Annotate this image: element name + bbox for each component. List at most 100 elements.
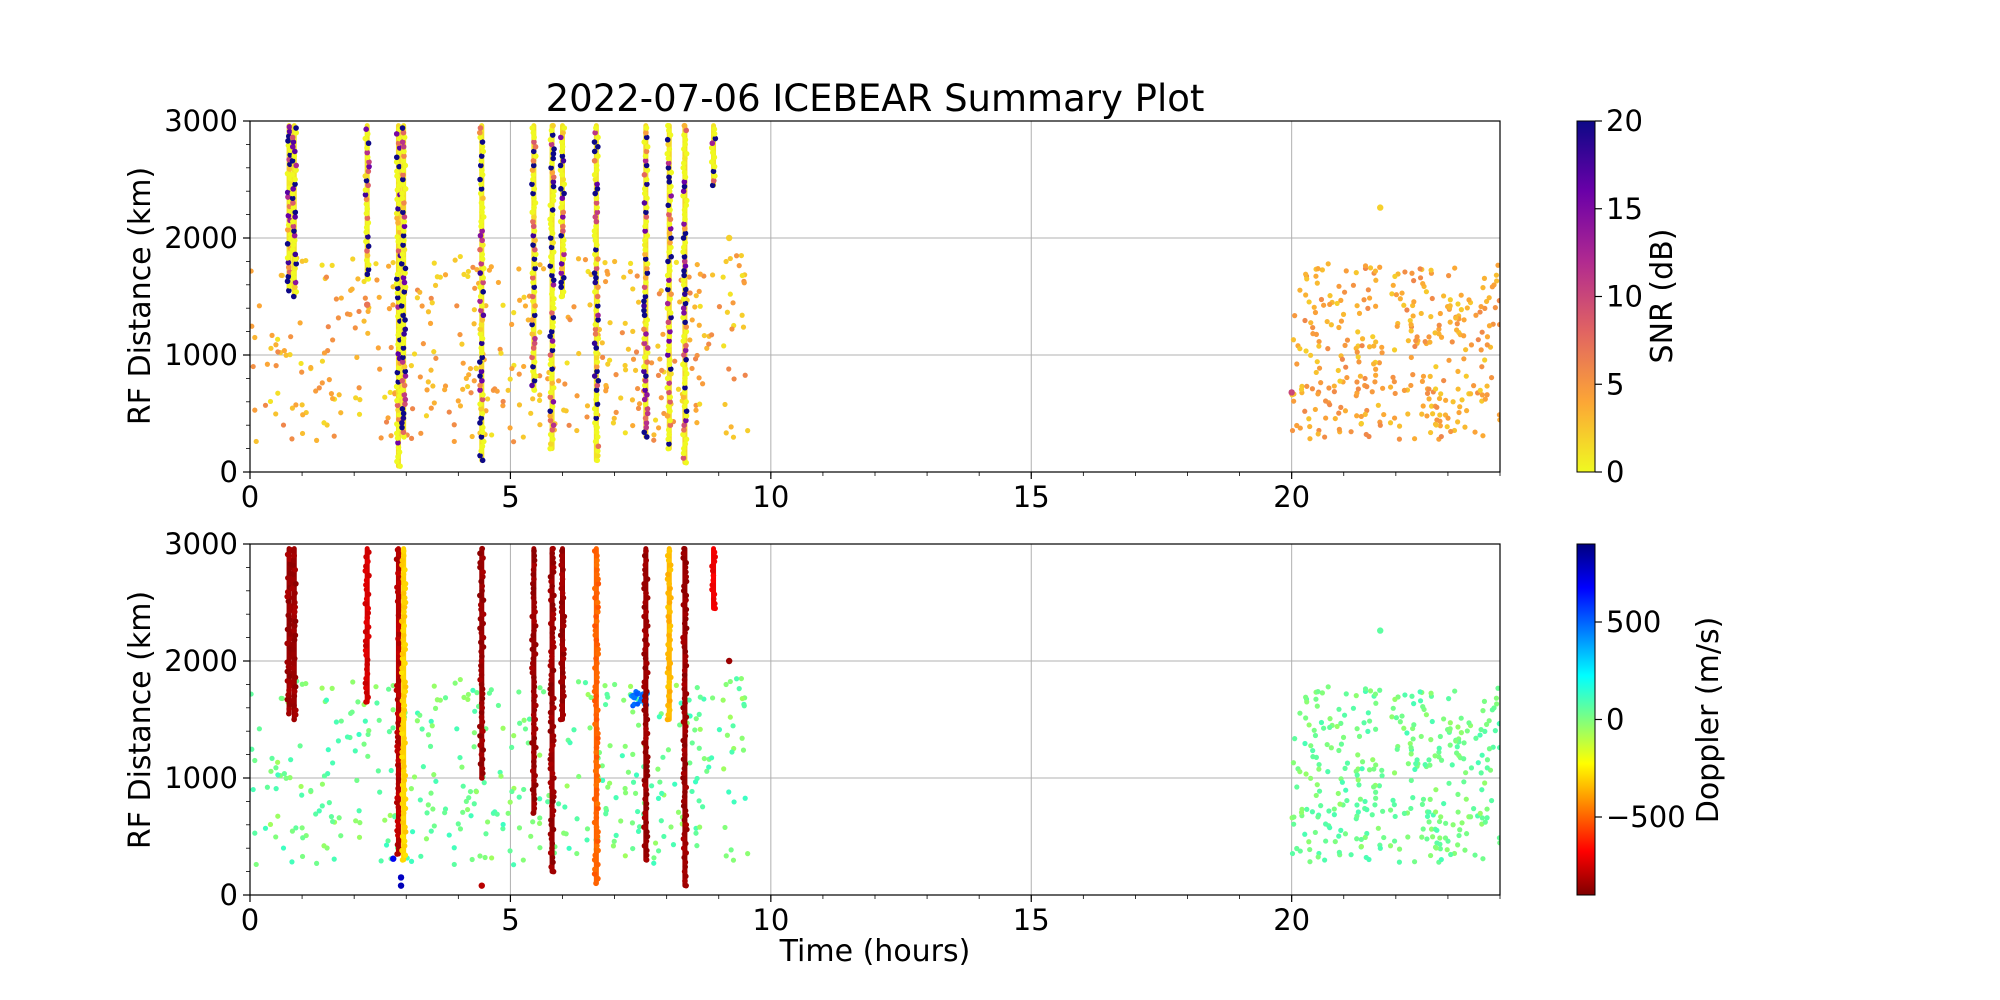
scatter-point — [330, 760, 336, 766]
scatter-point — [1417, 698, 1424, 704]
streak-point — [561, 181, 568, 187]
streak-point — [642, 289, 648, 295]
streak-point — [666, 380, 672, 386]
scatter-point — [1370, 757, 1376, 763]
streak-point — [290, 595, 297, 601]
streak-point — [478, 639, 484, 646]
scatter-point — [1348, 429, 1354, 435]
streak-point — [664, 272, 671, 279]
streak-point — [477, 420, 483, 426]
scatter-point — [273, 363, 279, 369]
streak-point — [644, 669, 651, 676]
scatter-point — [1358, 836, 1364, 843]
scatter-point — [483, 831, 489, 837]
scatter-point — [361, 318, 367, 324]
scatter-point — [283, 352, 289, 358]
streak-point — [394, 285, 401, 292]
scatter-point — [1372, 379, 1378, 385]
streak-point — [393, 799, 400, 806]
scatter-point — [464, 383, 471, 390]
streak-point — [529, 274, 536, 281]
scatter-point — [619, 330, 625, 336]
streak-point — [712, 135, 719, 142]
scatter-point — [605, 361, 611, 367]
streak-point — [532, 251, 539, 258]
scatter-point — [1480, 285, 1486, 291]
scatter-point — [1328, 745, 1334, 751]
scatter-point — [723, 681, 729, 688]
streak-point — [290, 274, 297, 281]
scatter-point — [1294, 361, 1300, 367]
scatter-point — [701, 755, 707, 762]
streak-point — [666, 188, 673, 194]
scatter-point — [708, 755, 715, 761]
streak-point — [682, 319, 688, 326]
scatter-point — [269, 755, 275, 761]
scatter-point — [1458, 715, 1464, 721]
scatter-point — [1381, 834, 1387, 841]
streak-point — [591, 819, 598, 826]
streak-point — [666, 599, 673, 606]
streak-point — [643, 321, 649, 328]
scatter-point — [605, 784, 611, 790]
scatter-point — [742, 795, 748, 801]
figure-title: 2022-07-06 ICEBEAR Summary Plot — [546, 77, 1205, 120]
scatter-point — [1436, 745, 1442, 751]
streak-point — [396, 579, 403, 586]
streak-point — [531, 777, 537, 784]
scatter-point — [670, 842, 677, 848]
scatter-point — [1306, 299, 1312, 305]
scatter-point — [1380, 808, 1386, 814]
scatter-point — [446, 832, 452, 838]
scatter-point — [1362, 263, 1369, 269]
streak-point — [285, 264, 292, 271]
scatter-point — [1419, 411, 1425, 417]
streak-point — [668, 183, 674, 190]
scatter-point — [1452, 688, 1458, 694]
scatter-point — [1447, 319, 1453, 325]
streak-point — [559, 576, 566, 582]
streak-point — [668, 370, 674, 377]
streak-point — [593, 195, 600, 202]
scatter-point — [321, 843, 327, 849]
scatter-point — [709, 272, 716, 278]
streak-point — [683, 408, 690, 414]
scatter-point — [697, 694, 703, 700]
scatter-point — [587, 302, 593, 308]
scatter-point — [427, 320, 434, 326]
scatter-point — [1408, 354, 1414, 361]
streak-point — [594, 726, 600, 732]
scatter-point — [442, 272, 449, 278]
scatter-point — [1350, 705, 1357, 711]
streak-point — [644, 730, 651, 737]
streak-point — [680, 361, 686, 368]
streak-point — [400, 548, 407, 554]
scatter-point — [457, 331, 463, 338]
scatter-point — [1413, 338, 1419, 344]
streak-point — [683, 197, 690, 204]
scatter-point — [1336, 747, 1342, 754]
streak-point — [594, 204, 600, 211]
streak-point — [560, 688, 566, 695]
scatter-point — [378, 435, 384, 441]
scatter-point — [1486, 323, 1493, 329]
streak-point — [291, 627, 297, 634]
streak-point — [532, 153, 539, 159]
scatter-point — [1302, 408, 1308, 414]
streak-point — [682, 616, 689, 622]
streak-point — [402, 373, 409, 379]
scatter-point — [1377, 422, 1383, 428]
scatter-point — [1393, 292, 1399, 298]
streak-point — [402, 270, 408, 276]
streak-point — [592, 866, 598, 873]
scatter-point — [1408, 751, 1414, 757]
streak-point — [683, 127, 690, 134]
scatter-point — [652, 417, 659, 423]
scatter-point — [1482, 819, 1488, 825]
streak-point — [399, 791, 406, 798]
scatter-point — [434, 697, 440, 703]
streak-point — [550, 324, 556, 330]
streak-point — [550, 569, 557, 575]
streak-point — [365, 633, 372, 640]
scatter-point — [446, 409, 452, 415]
